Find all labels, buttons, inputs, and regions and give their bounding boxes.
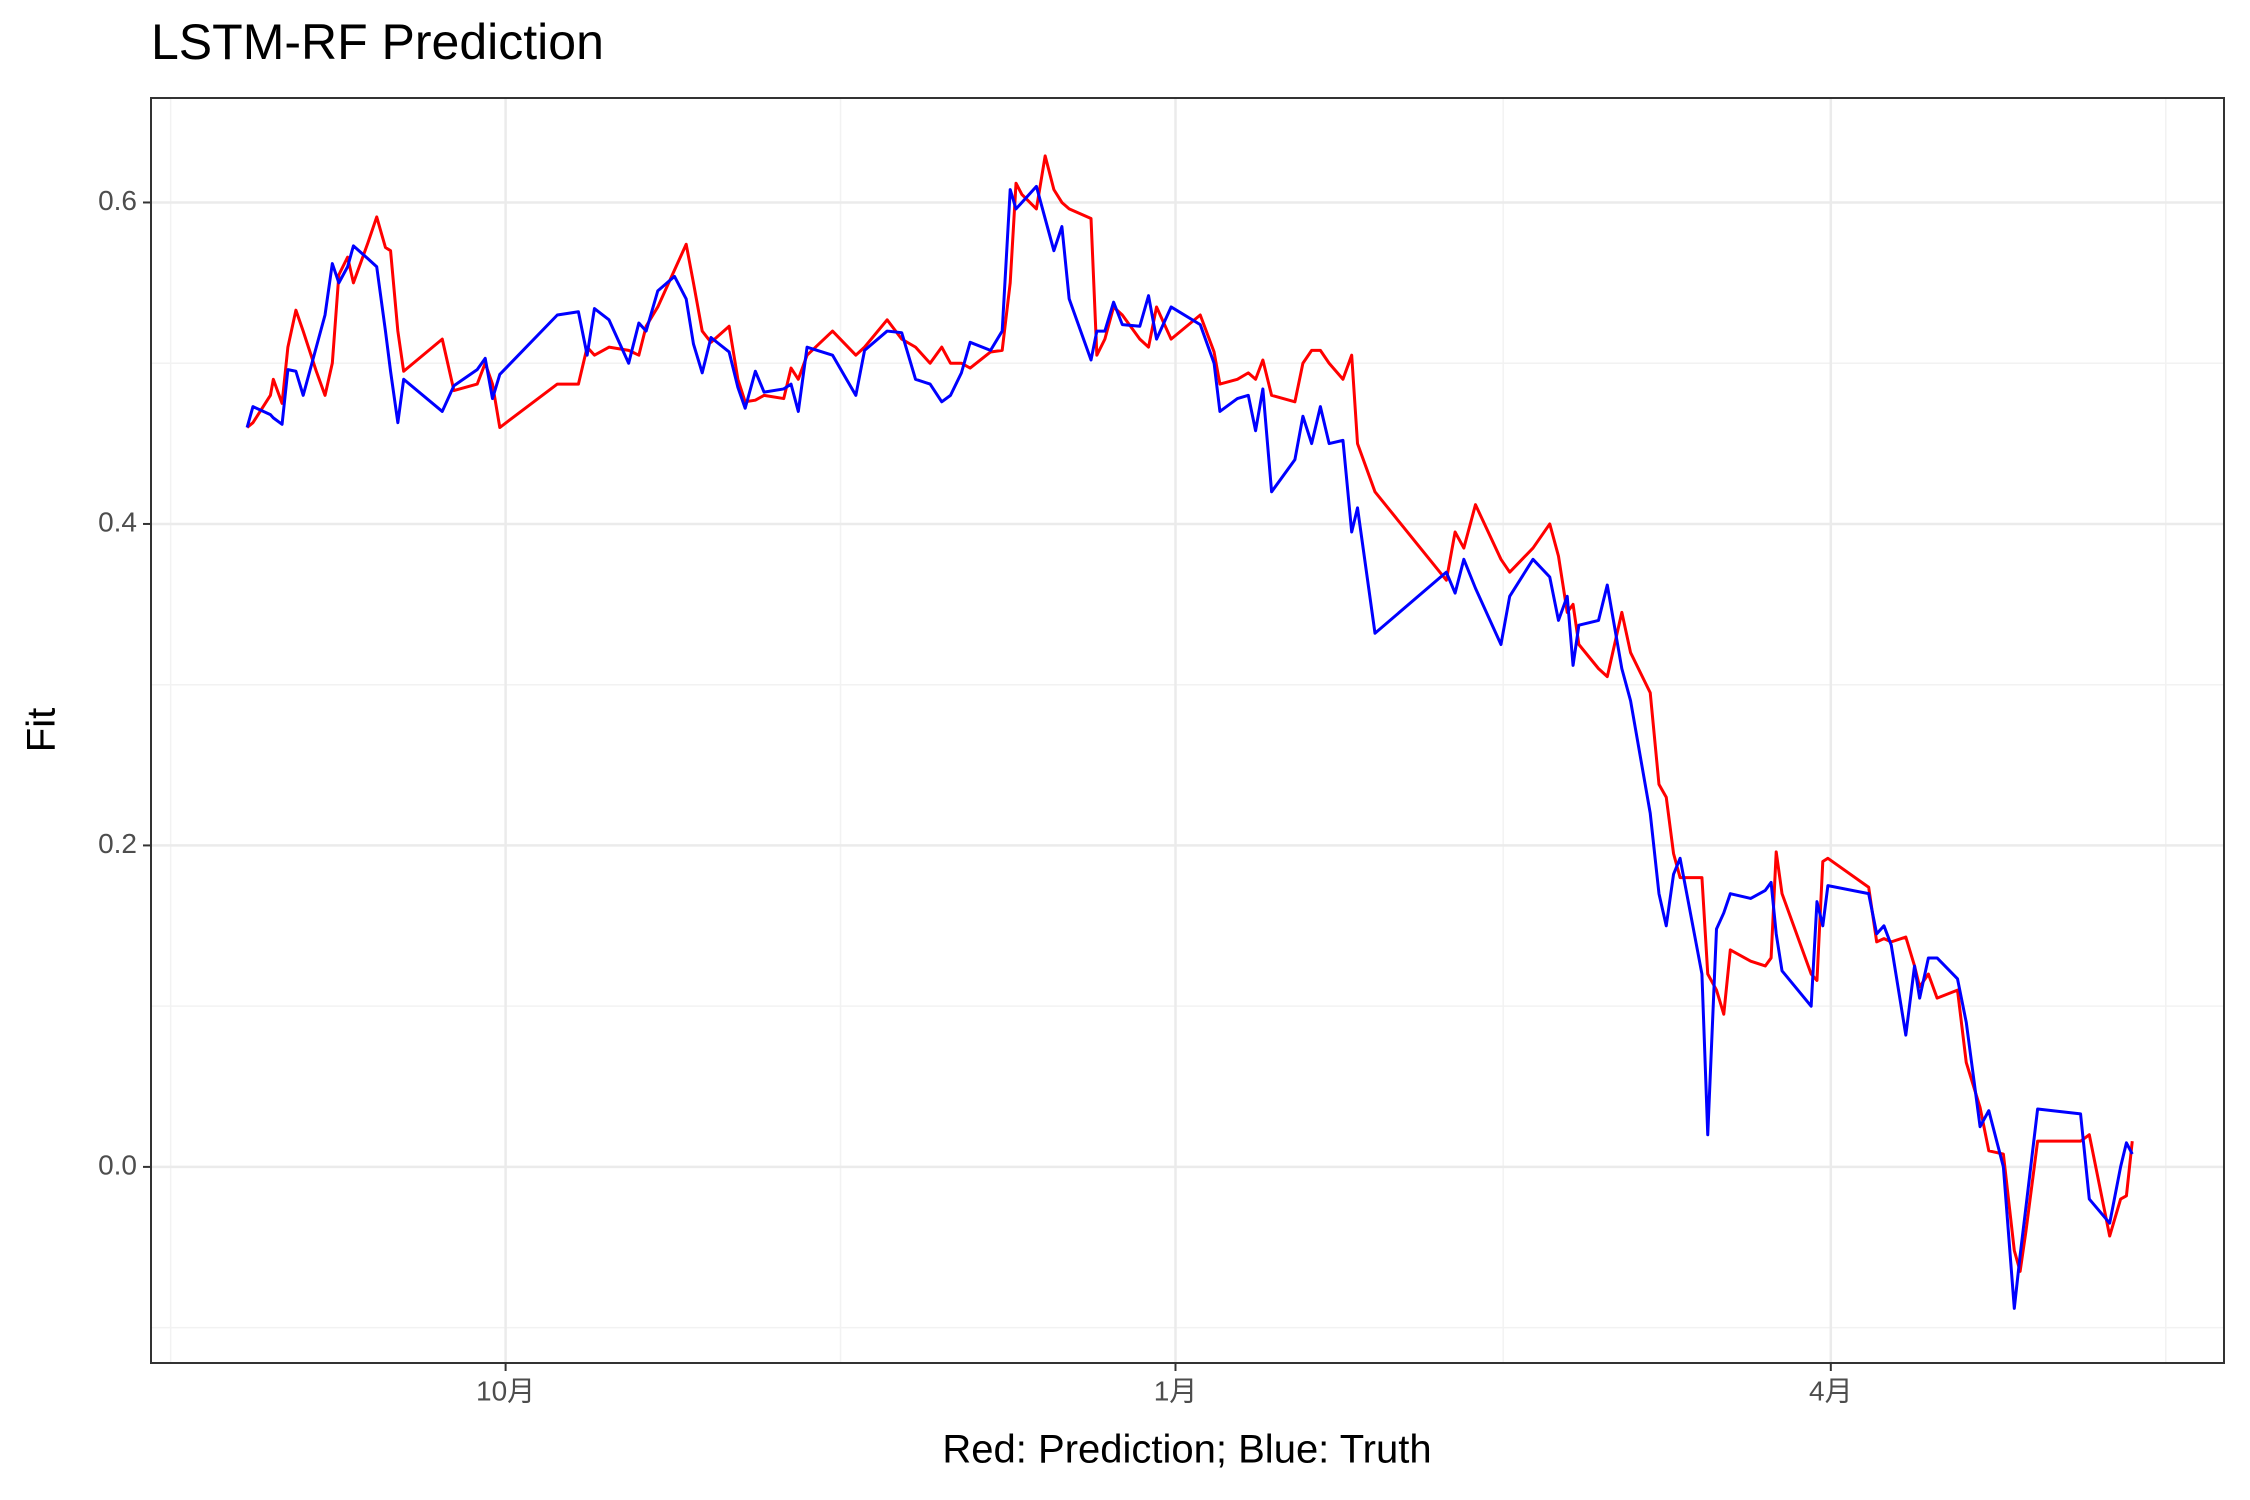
x-tick-label: 10月: [476, 1375, 535, 1406]
y-tick-label: 0.4: [98, 506, 137, 537]
grid: [151, 98, 2224, 1363]
x-tick-label: 4月: [1809, 1375, 1853, 1406]
series-line: [246, 154, 2134, 1273]
lines: [245, 154, 2134, 1310]
y-tick-label: 0.0: [98, 1149, 137, 1180]
y-axis-title: Fit: [20, 708, 64, 752]
x-axis-title: Red: Prediction; Blue: Truth: [942, 1428, 1431, 1472]
y-tick-label: 0.2: [98, 828, 137, 859]
chart-title: LSTM-RF Prediction: [151, 14, 604, 70]
y-tick-label: 0.6: [98, 185, 137, 216]
axes: 0.0 0.2 0.4 0.6 10月 1月 4月: [98, 185, 1853, 1407]
series-line: [245, 184, 2134, 1310]
panel-border: [150, 97, 2225, 1364]
x-tick-label: 1月: [1154, 1375, 1198, 1406]
